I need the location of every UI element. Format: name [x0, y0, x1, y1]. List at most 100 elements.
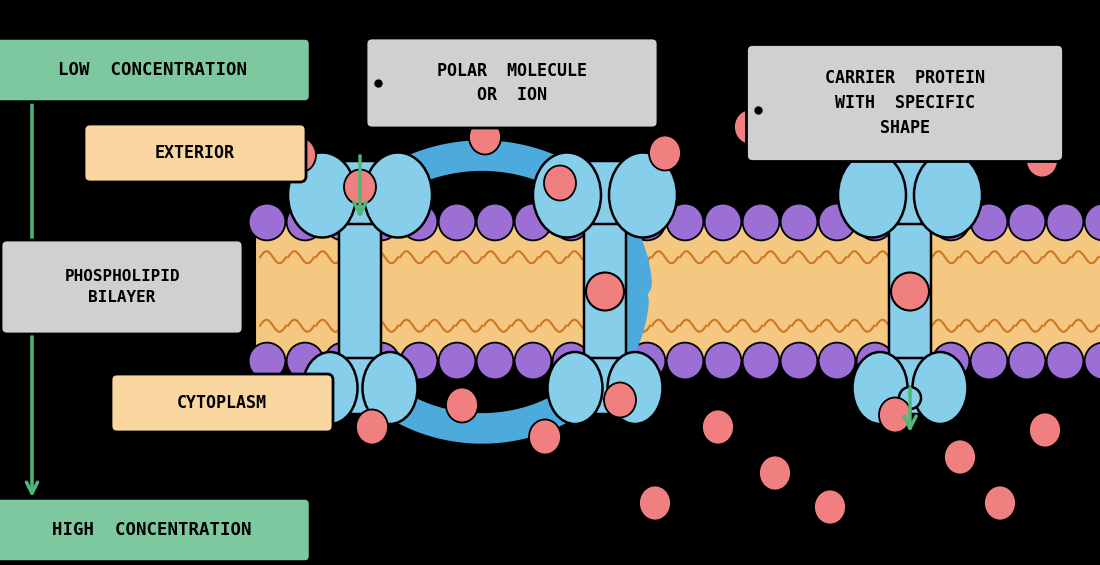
Ellipse shape: [287, 342, 323, 379]
Ellipse shape: [324, 342, 362, 379]
Ellipse shape: [439, 342, 475, 379]
FancyBboxPatch shape: [581, 161, 629, 227]
Ellipse shape: [934, 125, 966, 160]
FancyBboxPatch shape: [584, 224, 626, 359]
Ellipse shape: [970, 203, 1008, 240]
Ellipse shape: [667, 342, 703, 379]
Ellipse shape: [552, 342, 590, 379]
Ellipse shape: [818, 203, 856, 240]
FancyBboxPatch shape: [888, 358, 932, 414]
Ellipse shape: [586, 272, 624, 311]
Ellipse shape: [609, 153, 676, 237]
Ellipse shape: [400, 342, 438, 379]
FancyBboxPatch shape: [84, 124, 306, 182]
Ellipse shape: [515, 203, 551, 240]
Ellipse shape: [363, 203, 399, 240]
Ellipse shape: [469, 120, 500, 154]
Ellipse shape: [628, 203, 666, 240]
Ellipse shape: [591, 203, 627, 240]
Text: CYTOPLASM: CYTOPLASM: [177, 394, 267, 412]
FancyBboxPatch shape: [111, 374, 333, 432]
Ellipse shape: [702, 410, 734, 445]
Ellipse shape: [476, 342, 514, 379]
Ellipse shape: [742, 203, 780, 240]
Ellipse shape: [591, 342, 627, 379]
Ellipse shape: [628, 342, 666, 379]
Ellipse shape: [742, 342, 780, 379]
Ellipse shape: [705, 342, 741, 379]
Text: POLAR  MOLECULE
OR  ION: POLAR MOLECULE OR ION: [437, 62, 587, 105]
FancyBboxPatch shape: [886, 161, 934, 227]
Ellipse shape: [1009, 342, 1045, 379]
Ellipse shape: [1009, 203, 1045, 240]
Ellipse shape: [607, 352, 662, 424]
Ellipse shape: [734, 110, 766, 145]
Ellipse shape: [544, 166, 576, 201]
Ellipse shape: [970, 342, 1008, 379]
Ellipse shape: [1085, 342, 1100, 379]
Ellipse shape: [284, 137, 316, 172]
FancyBboxPatch shape: [889, 224, 931, 359]
Ellipse shape: [899, 387, 921, 409]
Ellipse shape: [288, 153, 356, 237]
Ellipse shape: [781, 342, 817, 379]
Ellipse shape: [344, 170, 376, 205]
Ellipse shape: [249, 342, 285, 379]
Ellipse shape: [933, 342, 969, 379]
Ellipse shape: [705, 203, 741, 240]
Ellipse shape: [857, 342, 893, 379]
Ellipse shape: [364, 153, 432, 237]
Ellipse shape: [984, 485, 1016, 520]
Ellipse shape: [604, 383, 636, 418]
Bar: [255, 223, 1100, 360]
Ellipse shape: [781, 203, 817, 240]
Ellipse shape: [639, 485, 671, 520]
FancyBboxPatch shape: [338, 358, 382, 414]
Ellipse shape: [400, 203, 438, 240]
Ellipse shape: [914, 153, 982, 237]
Ellipse shape: [913, 352, 968, 424]
Ellipse shape: [1028, 412, 1062, 447]
Ellipse shape: [287, 203, 323, 240]
Ellipse shape: [649, 136, 681, 171]
FancyBboxPatch shape: [366, 38, 658, 128]
Text: HIGH  CONCENTRATION: HIGH CONCENTRATION: [53, 521, 252, 539]
Ellipse shape: [944, 440, 976, 475]
Ellipse shape: [814, 489, 846, 524]
Text: LOW  CONCENTRATION: LOW CONCENTRATION: [57, 61, 246, 79]
Ellipse shape: [818, 342, 856, 379]
Ellipse shape: [302, 352, 358, 424]
Ellipse shape: [529, 419, 561, 454]
Ellipse shape: [356, 410, 388, 445]
Ellipse shape: [363, 342, 399, 379]
Text: CARRIER  PROTEIN
WITH  SPECIFIC
SHAPE: CARRIER PROTEIN WITH SPECIFIC SHAPE: [825, 69, 984, 137]
Ellipse shape: [249, 203, 285, 240]
Ellipse shape: [894, 342, 932, 379]
Ellipse shape: [439, 203, 475, 240]
Ellipse shape: [852, 352, 907, 424]
Ellipse shape: [552, 203, 590, 240]
Ellipse shape: [933, 203, 969, 240]
Ellipse shape: [446, 388, 478, 423]
FancyBboxPatch shape: [339, 224, 381, 359]
Ellipse shape: [1046, 203, 1084, 240]
FancyBboxPatch shape: [747, 45, 1064, 162]
Ellipse shape: [838, 153, 906, 237]
Ellipse shape: [534, 153, 601, 237]
FancyBboxPatch shape: [583, 358, 627, 414]
Ellipse shape: [1026, 142, 1058, 177]
Ellipse shape: [363, 352, 418, 424]
Ellipse shape: [667, 203, 703, 240]
Ellipse shape: [894, 203, 932, 240]
Ellipse shape: [891, 272, 930, 311]
Ellipse shape: [1046, 342, 1084, 379]
FancyBboxPatch shape: [1, 240, 243, 334]
Ellipse shape: [1085, 203, 1100, 240]
FancyBboxPatch shape: [0, 498, 310, 562]
Text: EXTERIOR: EXTERIOR: [155, 144, 235, 162]
FancyBboxPatch shape: [0, 38, 310, 102]
FancyBboxPatch shape: [336, 161, 384, 227]
Text: PHOSPHOLIPID
BILAYER: PHOSPHOLIPID BILAYER: [64, 269, 179, 305]
Ellipse shape: [324, 203, 362, 240]
Ellipse shape: [515, 342, 551, 379]
